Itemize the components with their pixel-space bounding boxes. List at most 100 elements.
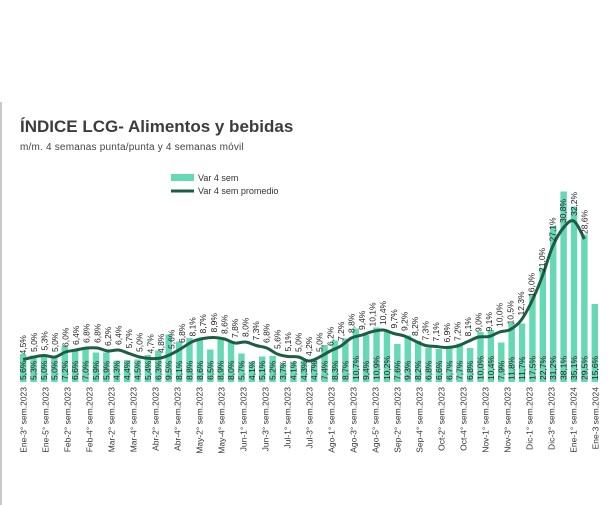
bar bbox=[560, 191, 567, 382]
bar-value-label: 6,8% bbox=[424, 360, 434, 380]
bar bbox=[40, 357, 48, 382]
x-tick-label: Abr-4° sem.2023 bbox=[172, 387, 182, 451]
bar-value-label: 6,6% bbox=[70, 360, 80, 380]
line-value-label: 16,0% bbox=[526, 272, 536, 297]
line-value-label: 5,0% bbox=[29, 332, 39, 352]
bar-value-label: 9,4% bbox=[361, 360, 371, 380]
x-tick-label: Abr-2° sem.2023 bbox=[150, 387, 160, 451]
bar bbox=[300, 360, 308, 382]
line-value-label: 8,1% bbox=[463, 317, 473, 337]
bar-data-labels: 5,6% 5,3% 5,0% 5,0% 7,2% 6,6% 7,0% 5,9% 5,9% 4,3%… bbox=[18, 355, 600, 380]
bar-value-label: 8,6% bbox=[195, 360, 205, 380]
line-value-label: 4,2% bbox=[304, 336, 314, 356]
bar bbox=[342, 338, 349, 382]
bar-value-label: 5,2% bbox=[268, 360, 278, 380]
x-tick-label: Ago-5° sem.2023 bbox=[370, 387, 380, 453]
bar-value-label: 8,0% bbox=[226, 360, 236, 380]
bar bbox=[290, 361, 297, 382]
bar bbox=[238, 353, 245, 382]
x-tick-label: Feb-2° sem.2023 bbox=[62, 387, 72, 453]
line-value-label: 7,8% bbox=[230, 318, 240, 338]
bar bbox=[103, 352, 110, 382]
bar-value-label: 6,8% bbox=[465, 360, 475, 380]
line-value-label: 8,1% bbox=[188, 317, 198, 337]
x-tick-label: Oct-2° sem.2023 bbox=[436, 387, 446, 451]
line-value-label: 6,4% bbox=[71, 325, 81, 345]
bar bbox=[435, 349, 443, 382]
bar-value-label: 8,8% bbox=[184, 360, 194, 380]
line-value-label: 6,0% bbox=[61, 327, 71, 347]
bar bbox=[456, 343, 463, 382]
line-value-label: 5,0% bbox=[294, 332, 304, 352]
line-value-label: 8,7% bbox=[198, 314, 208, 334]
bar bbox=[414, 341, 422, 382]
x-tick-label: Sep-4° sem.2023 bbox=[414, 387, 424, 453]
line-value-label: 10,5% bbox=[505, 300, 515, 325]
line-data-labels: 4,5% 5,0% 5,3% 5,0% 6,0% 6,4% 6,8% 6,8% 6,2% 6,4%… bbox=[18, 191, 589, 356]
bar bbox=[466, 348, 474, 382]
bar bbox=[581, 234, 588, 382]
x-tick-label: Ene-1° sem.2024 bbox=[568, 387, 578, 453]
bar bbox=[373, 327, 380, 382]
line-series bbox=[22, 219, 586, 363]
bar bbox=[383, 331, 391, 382]
bar bbox=[19, 354, 27, 382]
bar bbox=[92, 352, 100, 382]
bar-value-label: 8,2% bbox=[413, 360, 423, 380]
bar-value-label: 10,9% bbox=[372, 355, 382, 380]
line-value-label: 9,0% bbox=[474, 312, 484, 332]
bar-value-label: 4,1% bbox=[247, 360, 257, 380]
bar-value-label: 5,0% bbox=[39, 360, 49, 380]
bar bbox=[446, 348, 453, 382]
line-value-label: 5,7% bbox=[124, 329, 134, 349]
bar bbox=[394, 344, 401, 382]
line-value-label: 7,2% bbox=[452, 321, 462, 341]
x-tick-label: Dic-3° sem.2023 bbox=[546, 387, 556, 450]
bar-value-label: 22,7% bbox=[538, 355, 548, 380]
x-tick-label: Mar-4° sem.2023 bbox=[128, 387, 138, 453]
bar-value-label: 9,3% bbox=[403, 360, 413, 380]
bar-value-label: 5,4% bbox=[143, 360, 153, 380]
bar bbox=[51, 357, 58, 382]
bar-value-label: 10,7% bbox=[351, 355, 361, 380]
line-value-label: 10,1% bbox=[368, 302, 378, 327]
line-value-label: 6,2% bbox=[103, 326, 113, 346]
line-value-label: 7,1% bbox=[431, 322, 441, 342]
line-value-label: 7,3% bbox=[421, 321, 431, 341]
bar-value-label: 35,1% bbox=[569, 355, 579, 380]
legend-swatch-bar bbox=[171, 174, 194, 181]
x-tick-label: Ene-3° sem.2023 bbox=[18, 387, 28, 453]
chart-subtitle: m/m. 4 semanas punta/punta y 4 semanas m… bbox=[20, 142, 244, 153]
bar bbox=[196, 339, 204, 382]
bar-value-label: 29,5% bbox=[579, 355, 589, 380]
line-value-label: 5,0% bbox=[135, 332, 145, 352]
line-value-label: 5,6% bbox=[166, 329, 176, 349]
bar-value-label: 8,1% bbox=[174, 360, 184, 380]
bar bbox=[269, 356, 276, 382]
bar-value-label: 5,1% bbox=[257, 360, 267, 380]
bar-value-label: 7,6% bbox=[392, 360, 402, 380]
line-value-label: 5,0% bbox=[315, 332, 325, 352]
bar-value-label: 7,0% bbox=[81, 360, 91, 380]
bar bbox=[529, 294, 536, 382]
x-tick-label: Ago-3° sem.2023 bbox=[348, 387, 358, 453]
line-value-label: 8,0% bbox=[241, 317, 251, 337]
bar-value-label: 5,9% bbox=[101, 360, 111, 380]
legend-label-line: Var 4 sem promedio bbox=[198, 186, 278, 196]
bar-value-label: 17,5% bbox=[527, 355, 537, 380]
bar-value-label: 8,3% bbox=[330, 360, 340, 380]
line-value-label: 21,0% bbox=[537, 247, 547, 272]
bar-value-label: 6,3% bbox=[153, 360, 163, 380]
x-tick-label: Dic-1° sem.2023 bbox=[524, 387, 534, 450]
bar-value-label: 5,0% bbox=[49, 360, 59, 380]
x-tick-label: May-2° sem.2023 bbox=[194, 387, 204, 454]
bar-value-label: 11,7% bbox=[517, 356, 527, 380]
line-value-label: 10,0% bbox=[495, 302, 505, 327]
bar bbox=[570, 206, 578, 382]
x-tick-label: May-4° sem.2023 bbox=[216, 387, 226, 454]
bar-value-label: 10,4% bbox=[486, 355, 496, 380]
bar bbox=[518, 323, 526, 382]
bar-value-label: 4,7% bbox=[309, 360, 319, 380]
legend-label-bar: Var 4 sem bbox=[198, 173, 238, 183]
bar-value-label: 8,7% bbox=[340, 360, 350, 380]
